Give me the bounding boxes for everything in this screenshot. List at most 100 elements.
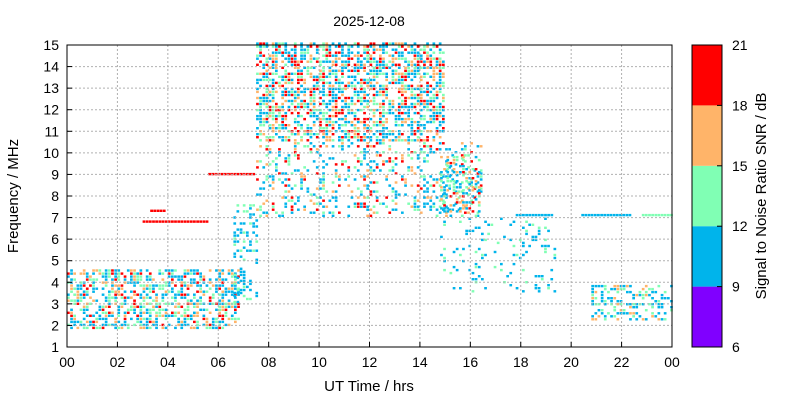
snr-cell (509, 284, 513, 287)
snr-cell (193, 302, 196, 305)
snr-cell (256, 90, 259, 94)
snr-cell (379, 139, 382, 142)
snr-cell (161, 293, 165, 296)
snr-cell (130, 317, 133, 321)
snr-cell (208, 326, 212, 330)
snr-cell (255, 258, 259, 261)
snr-cell (481, 238, 484, 242)
snr-cell (145, 278, 149, 281)
snr-cell (341, 136, 344, 139)
snr-cell (426, 90, 429, 94)
snr-cell (350, 45, 354, 48)
snr-cell (419, 130, 423, 133)
snr-cell (397, 66, 401, 69)
snr-cell (309, 211, 313, 214)
snr-cell (199, 290, 202, 293)
snr-cell (249, 216, 252, 219)
snr-cell (635, 306, 639, 309)
snr-cell (309, 75, 313, 78)
snr-cell (117, 308, 121, 311)
snr-cell (259, 111, 262, 115)
snr-cell (108, 323, 111, 327)
snr-cell (218, 323, 221, 327)
snr-cell (626, 290, 629, 294)
snr-cell (413, 75, 417, 78)
colorbar-band (692, 105, 722, 166)
snr-cell (429, 151, 433, 154)
snr-cell (278, 51, 281, 54)
snr-cell (455, 198, 459, 201)
snr-cell (208, 281, 212, 284)
snr-cell (246, 249, 249, 252)
snr-cell (218, 269, 221, 272)
snr-cell (95, 287, 99, 290)
snr-cell (278, 75, 281, 78)
snr-cell (363, 178, 366, 181)
snr-cell (208, 323, 212, 327)
snr-cell (300, 139, 303, 142)
snr-cell (233, 231, 237, 234)
snr-cell (338, 111, 341, 115)
snr-cell (221, 320, 225, 324)
snr-cell (369, 139, 373, 142)
snr-cell (196, 281, 199, 284)
snr-cell (457, 196, 461, 199)
snr-cell (334, 111, 338, 115)
snr-cell (410, 51, 414, 54)
snr-cell (443, 168, 446, 171)
snr-cell (275, 133, 278, 136)
snr-cell (356, 51, 360, 54)
snr-cell (540, 275, 544, 278)
snr-cell (419, 108, 423, 112)
snr-cell (407, 136, 410, 139)
snr-cell (325, 120, 329, 124)
snr-cell (290, 72, 294, 75)
snr-cell (603, 315, 607, 318)
snr-cell (603, 300, 607, 303)
snr-cell (379, 102, 382, 106)
snr-trace-cell (167, 220, 171, 223)
snr-cell (67, 275, 70, 278)
snr-cell (591, 287, 594, 291)
snr-cell (353, 117, 357, 121)
snr-cell (328, 66, 332, 69)
snr-cell (372, 133, 376, 136)
snr-cell (193, 278, 196, 281)
snr-cell (177, 302, 180, 305)
snr-cell (205, 320, 209, 324)
snr-cell (404, 184, 407, 187)
snr-cell (322, 166, 325, 169)
snr-cell (440, 195, 443, 198)
snr-cell (334, 87, 338, 91)
snr-cell (322, 214, 325, 217)
snr-cell (331, 139, 335, 142)
snr-cell (111, 278, 114, 281)
snr-cell (224, 323, 228, 327)
snr-cell (366, 136, 369, 139)
snr-cell (416, 66, 420, 69)
snr-trace-cell (236, 172, 240, 176)
snr-cell (256, 87, 259, 91)
snr-cell (438, 211, 442, 214)
snr-cell (407, 72, 410, 75)
snr-cell (293, 142, 297, 145)
snr-cell (432, 93, 436, 97)
snr-cell (435, 127, 439, 130)
snr-cell (331, 72, 335, 75)
snr-cell (388, 145, 392, 148)
snr-cell (130, 308, 133, 311)
snr-cell (391, 187, 395, 190)
snr-cell (281, 54, 284, 57)
snr-cell (319, 181, 322, 184)
snr-cell (322, 42, 325, 45)
snr-cell (322, 93, 325, 97)
snr-cell (426, 196, 429, 199)
snr-cell (375, 151, 379, 154)
snr-cell (353, 54, 357, 57)
snr-cell (303, 87, 306, 91)
snr-cell (139, 311, 143, 314)
snr-cell (208, 287, 212, 290)
snr-cell (325, 205, 329, 208)
snr-cell (271, 205, 275, 208)
snr-cell (265, 90, 269, 94)
